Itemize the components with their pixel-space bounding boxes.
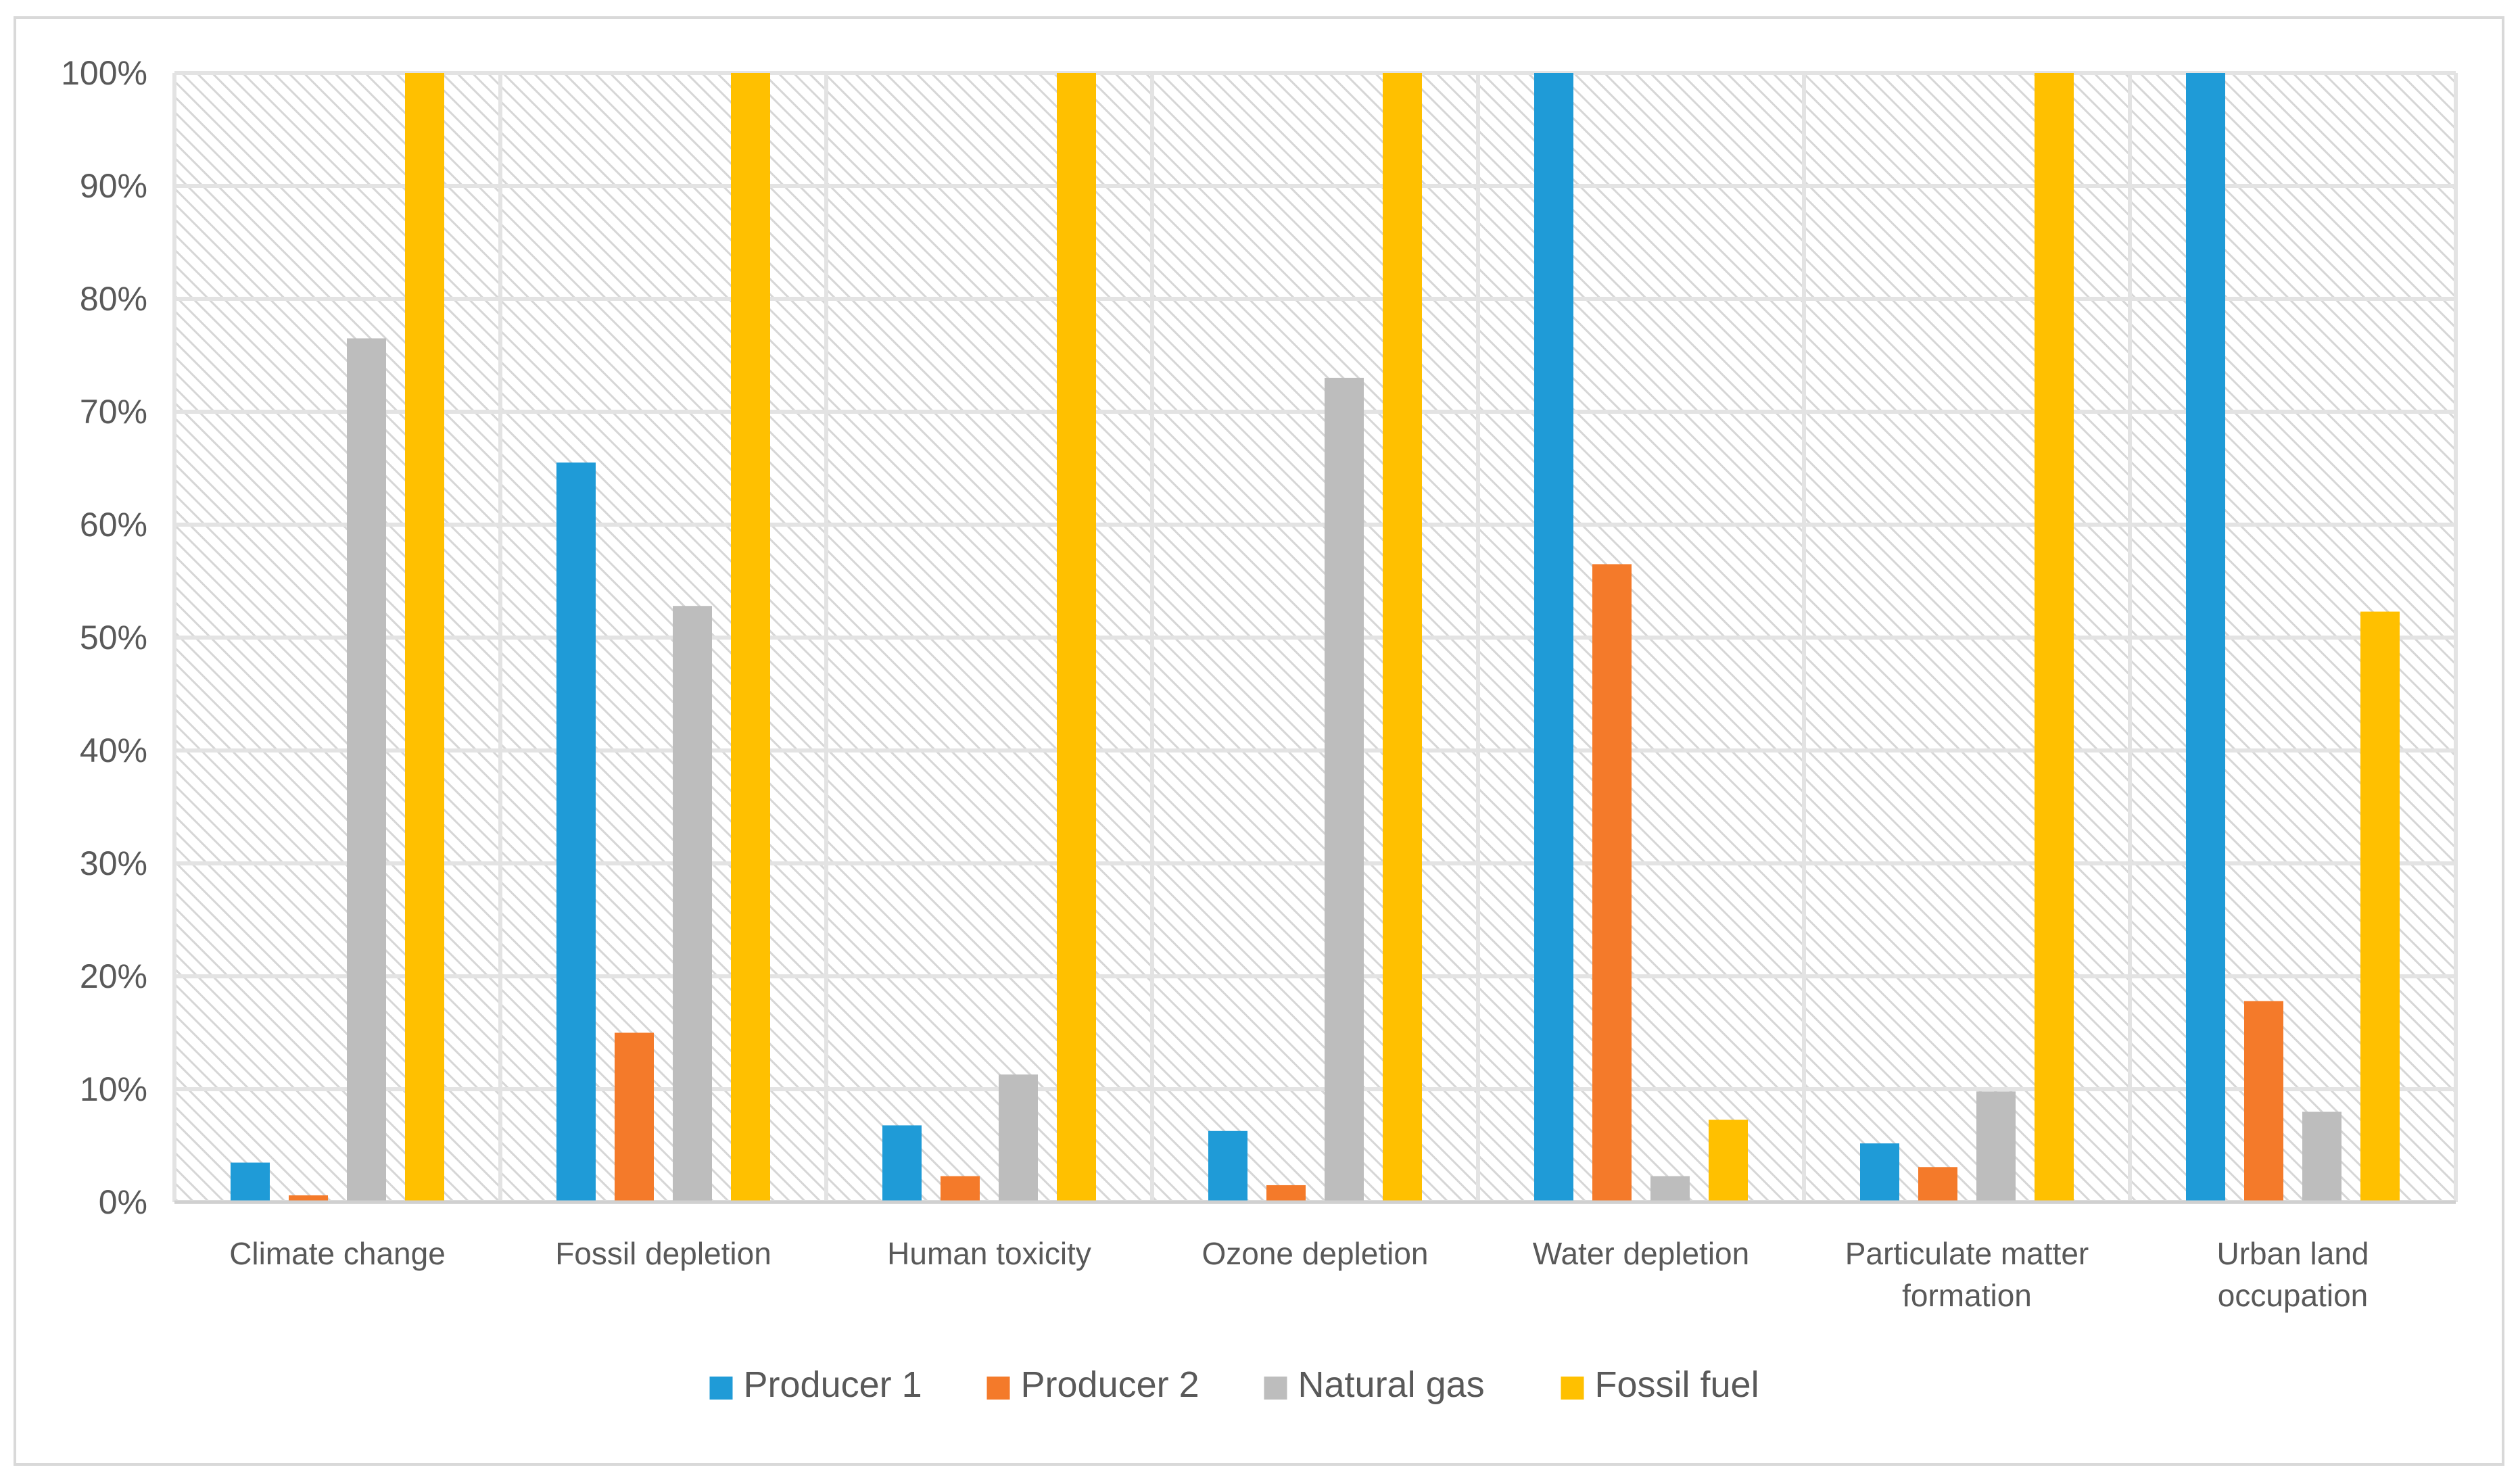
bar-producer-2 bbox=[1266, 1185, 1306, 1202]
x-category-label: Water depletion bbox=[1533, 1236, 1749, 1271]
bar-fossil-fuel bbox=[1709, 1120, 1748, 1202]
x-axis-category-labels: Climate change Fossil depletion Human toxi… bbox=[229, 1236, 2369, 1313]
y-axis-tick-labels: 0% 10% 20% 30% 40% 50% 60% 70% 80% 90% 100% bbox=[61, 54, 147, 1221]
bar-producer-2 bbox=[615, 1032, 654, 1202]
bar-producer-2 bbox=[289, 1195, 328, 1202]
legend-label: Natural gas bbox=[1298, 1364, 1485, 1405]
bar-natural-gas bbox=[2302, 1112, 2341, 1202]
y-tick-label: 70% bbox=[80, 393, 147, 431]
y-tick-label: 100% bbox=[61, 54, 147, 92]
bar-natural-gas bbox=[347, 338, 386, 1203]
bar-producer-2 bbox=[1918, 1167, 1957, 1202]
bar-producer-1 bbox=[1208, 1130, 1247, 1202]
legend-swatch bbox=[1561, 1377, 1584, 1400]
grid-lines bbox=[172, 71, 2458, 1204]
bar-fossil-fuel bbox=[731, 73, 770, 1202]
legend-label: Producer 2 bbox=[1021, 1364, 1199, 1405]
y-tick-label: 0% bbox=[99, 1183, 147, 1221]
bar-fossil-fuel bbox=[2360, 611, 2400, 1202]
bar-producer-1 bbox=[231, 1162, 270, 1202]
bar-producer-2 bbox=[2244, 1001, 2283, 1202]
legend: Producer 1 Producer 2 Natural gas Fossil fu… bbox=[709, 1364, 1759, 1405]
y-tick-label: 20% bbox=[80, 957, 147, 995]
bar-fossil-fuel bbox=[1057, 73, 1096, 1202]
legend-swatch bbox=[986, 1377, 1010, 1400]
x-category-label: Urban land bbox=[2216, 1236, 2369, 1271]
bar-natural-gas bbox=[999, 1074, 1038, 1202]
bar-producer-1 bbox=[556, 462, 596, 1202]
bar-natural-gas bbox=[1650, 1176, 1690, 1202]
y-tick-label: 50% bbox=[80, 619, 147, 657]
legend-swatch bbox=[709, 1377, 733, 1400]
bar-fossil-fuel bbox=[2035, 73, 2074, 1202]
legend-label: Fossil fuel bbox=[1595, 1364, 1759, 1405]
y-tick-label: 80% bbox=[80, 280, 147, 318]
bar-producer-1 bbox=[2186, 73, 2225, 1202]
bars bbox=[231, 73, 2400, 1203]
legend-item-producer-2: Producer 2 bbox=[986, 1364, 1199, 1405]
bar-fossil-fuel bbox=[1383, 73, 1422, 1202]
legend-label: Producer 1 bbox=[744, 1364, 922, 1405]
y-tick-label: 10% bbox=[80, 1070, 147, 1108]
y-tick-label: 40% bbox=[80, 732, 147, 769]
legend-item-natural-gas: Natural gas bbox=[1264, 1364, 1485, 1405]
y-tick-label: 90% bbox=[80, 167, 147, 205]
bar-producer-2 bbox=[941, 1176, 980, 1202]
y-tick-label: 60% bbox=[80, 506, 147, 544]
bar-producer-1 bbox=[1534, 73, 1573, 1202]
x-category-label: occupation bbox=[2218, 1278, 2369, 1313]
legend-swatch bbox=[1264, 1377, 1287, 1400]
bar-fossil-fuel bbox=[405, 73, 444, 1202]
y-tick-label: 30% bbox=[80, 844, 147, 882]
x-category-label: Human toxicity bbox=[887, 1236, 1091, 1271]
legend-item-producer-1: Producer 1 bbox=[709, 1364, 922, 1405]
x-category-label: Particulate matter bbox=[1845, 1236, 2089, 1271]
x-category-label: Ozone depletion bbox=[1202, 1236, 1428, 1271]
x-category-label: Climate change bbox=[229, 1236, 446, 1271]
bar-producer-1 bbox=[1860, 1143, 1899, 1202]
bar-natural-gas bbox=[1976, 1091, 2016, 1202]
bar-producer-1 bbox=[882, 1125, 922, 1202]
bar-producer-2 bbox=[1592, 564, 1632, 1202]
legend-item-fossil-fuel: Fossil fuel bbox=[1561, 1364, 1759, 1405]
bar-natural-gas bbox=[1325, 377, 1364, 1202]
x-category-label: formation bbox=[1902, 1278, 2032, 1313]
bar-natural-gas bbox=[673, 606, 712, 1202]
x-category-label: Fossil depletion bbox=[555, 1236, 771, 1271]
